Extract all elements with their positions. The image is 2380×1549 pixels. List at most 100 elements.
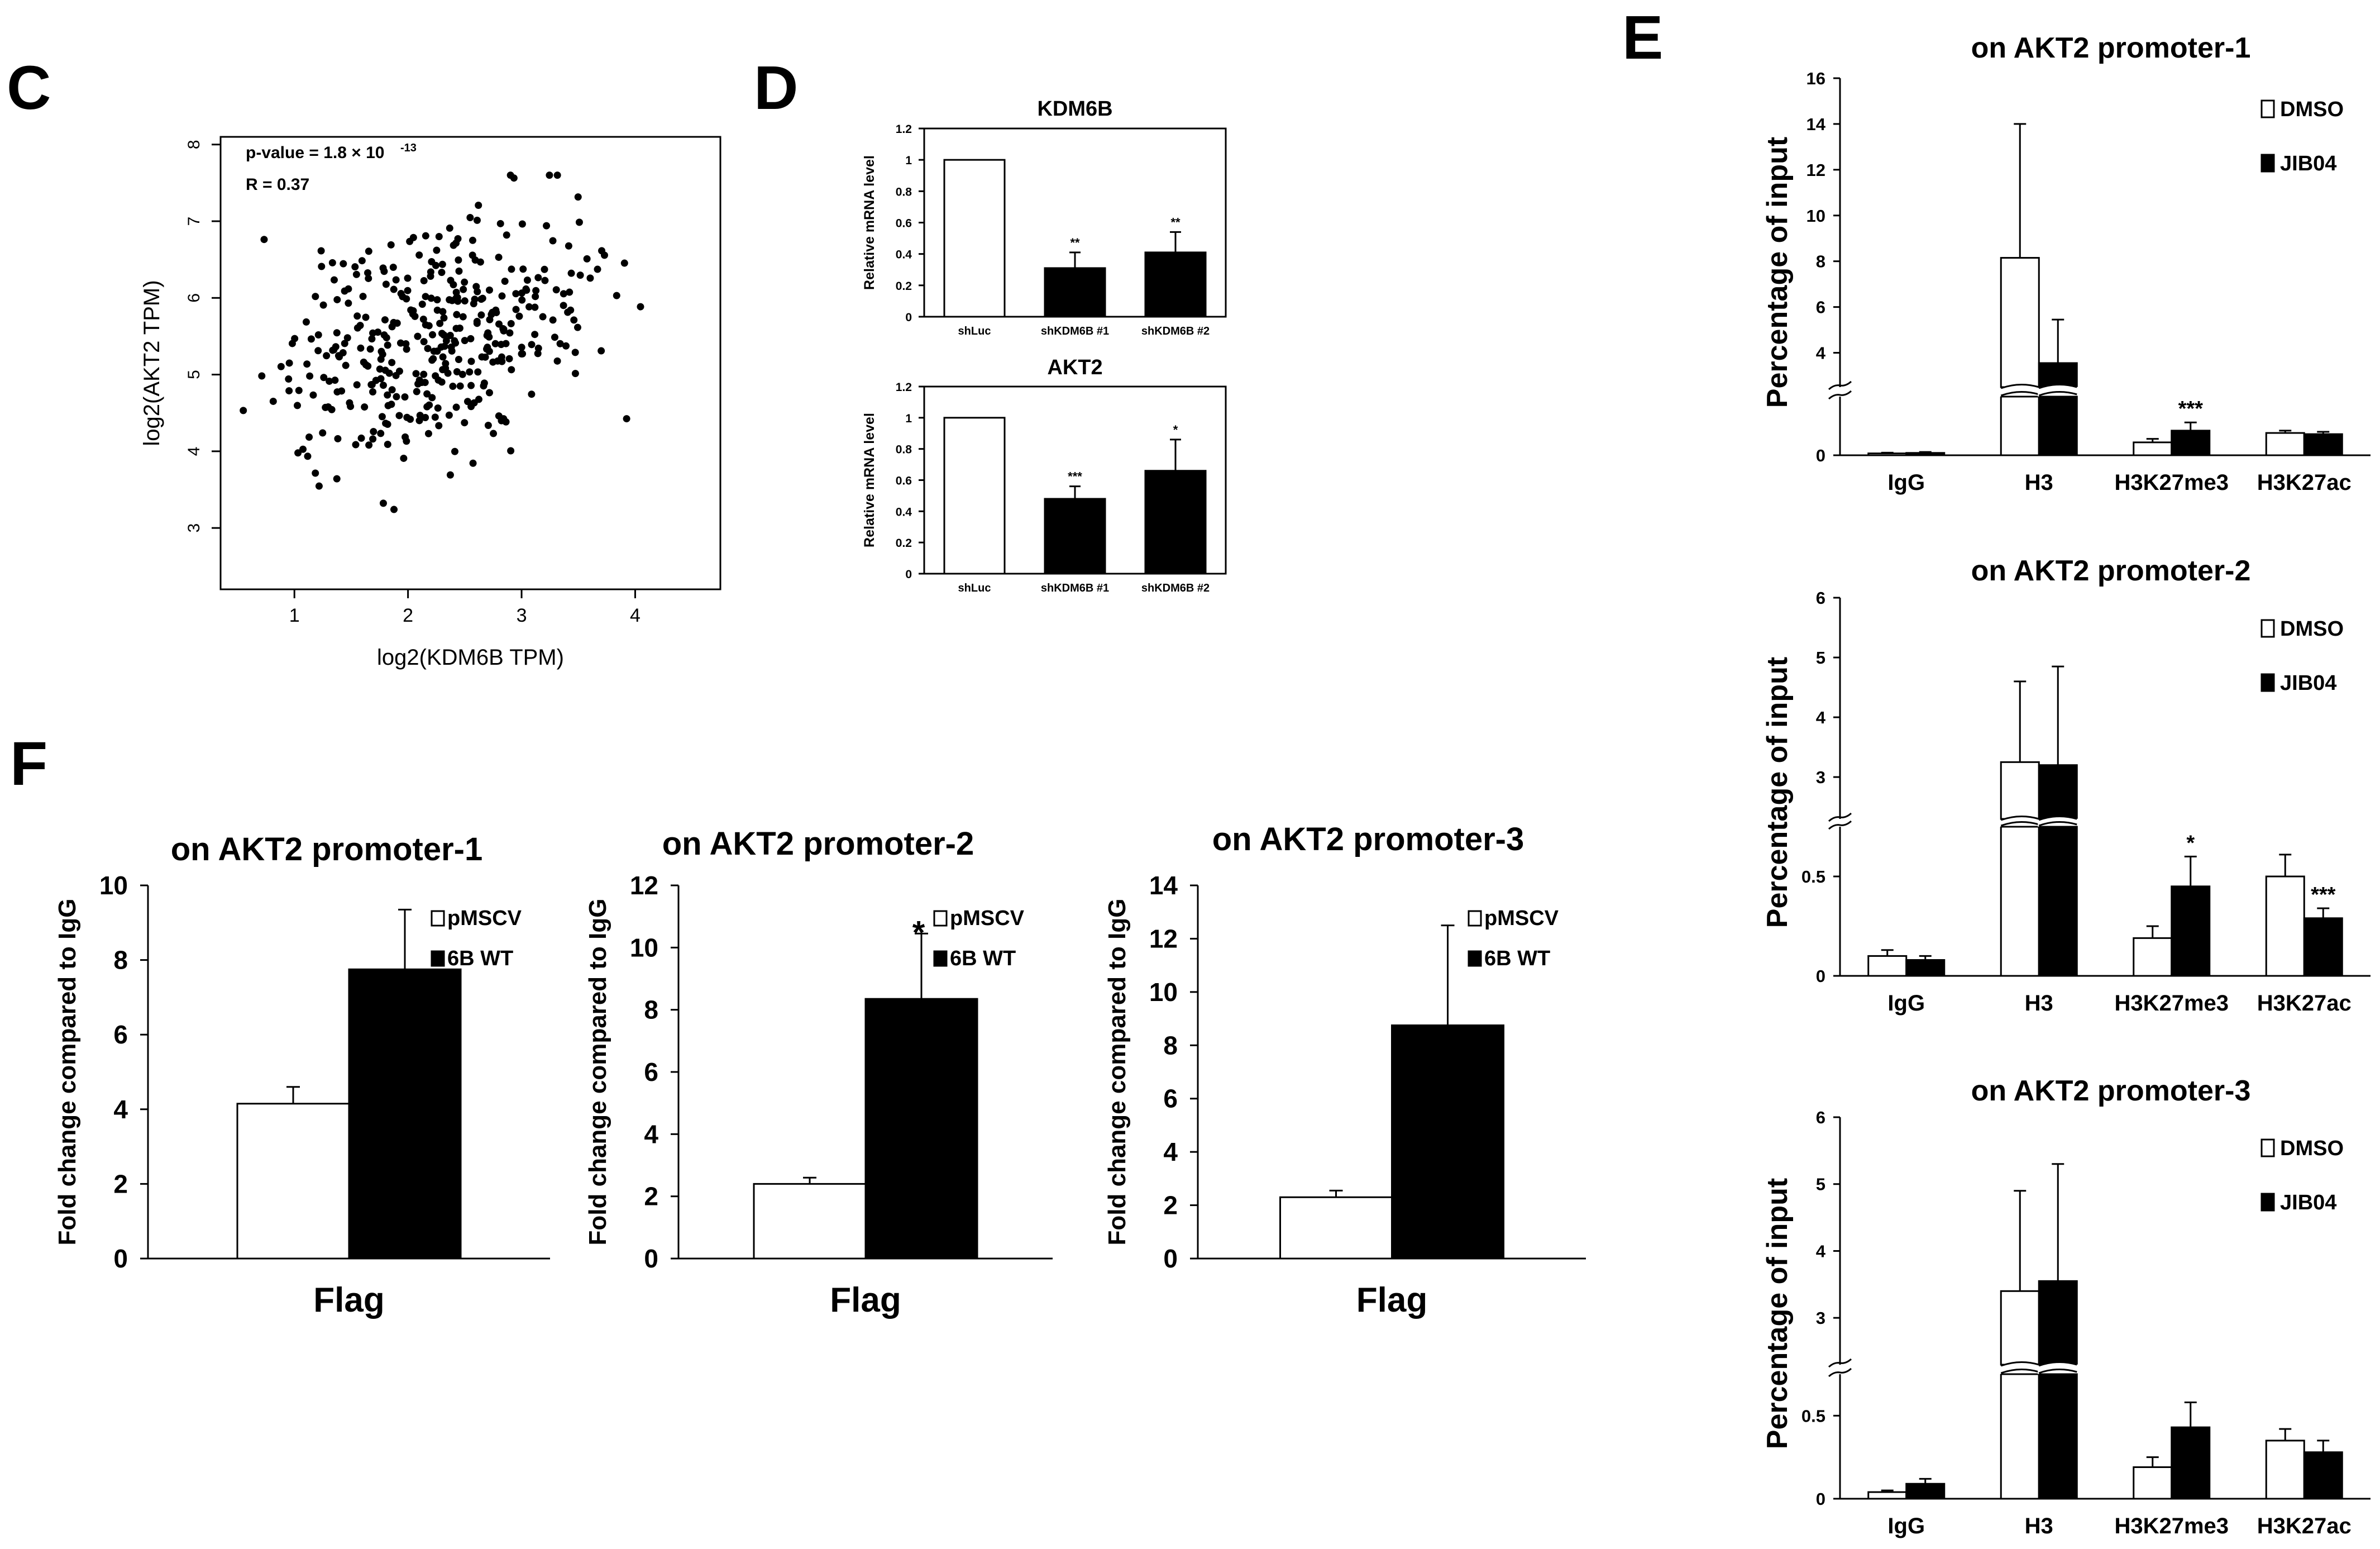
x-category-label: IgG bbox=[1887, 470, 1925, 495]
scatter-point bbox=[361, 403, 369, 411]
scatter-point bbox=[307, 335, 315, 343]
x-category-label: shKDM6B #2 bbox=[1141, 582, 1210, 594]
scatter-point bbox=[306, 372, 314, 380]
significance-mark: * bbox=[1173, 423, 1178, 437]
scatter-point bbox=[571, 349, 579, 356]
bar bbox=[1867, 1491, 1908, 1500]
y-tick-label: 12 bbox=[630, 871, 658, 900]
scatter-point bbox=[404, 274, 412, 282]
x-category-label: H3K27me3 bbox=[2114, 1514, 2229, 1538]
scatter-point bbox=[446, 296, 453, 304]
bar bbox=[1044, 267, 1106, 318]
scatter-point bbox=[329, 346, 337, 354]
scatter-point bbox=[483, 345, 491, 353]
scatter-point bbox=[400, 454, 408, 462]
scatter-point bbox=[429, 355, 437, 363]
scatter-point bbox=[458, 370, 466, 378]
legend-label: JIB04 bbox=[2280, 671, 2336, 695]
scatter-point bbox=[503, 231, 510, 239]
scatter-point bbox=[365, 441, 373, 449]
scatter-point bbox=[620, 259, 628, 267]
bar-upper-segment bbox=[2038, 1280, 2078, 1366]
scatter-point bbox=[323, 352, 331, 360]
scatter-point bbox=[576, 271, 584, 279]
bar-break-edge bbox=[2000, 1361, 2039, 1367]
y-tick-label: 6 bbox=[113, 1020, 128, 1049]
y-tick-label: 6 bbox=[1816, 1108, 1825, 1127]
y-tick-label: 2 bbox=[1163, 1191, 1178, 1220]
scatter-point bbox=[562, 342, 570, 350]
y-tick-label: 6 bbox=[185, 293, 203, 303]
y-tick-label: 1 bbox=[905, 154, 912, 167]
y-tick-label: 0.6 bbox=[896, 217, 912, 230]
y-tick-label: 8 bbox=[113, 946, 128, 975]
scatter-point bbox=[471, 295, 479, 303]
axis-break-mark bbox=[1828, 380, 1852, 390]
y-axis-label: Percentage of input bbox=[1761, 657, 1794, 928]
scatter-point bbox=[546, 171, 553, 179]
scatter-point bbox=[328, 259, 336, 266]
x-tick-label: 3 bbox=[517, 605, 527, 626]
scatter-point bbox=[495, 254, 503, 261]
p-value-exponent: -13 bbox=[400, 142, 417, 154]
scatter-point bbox=[414, 380, 422, 388]
scatter-point bbox=[469, 236, 476, 244]
scatter-point bbox=[433, 296, 441, 304]
x-category-label: shKDM6B #2 bbox=[1141, 325, 1210, 337]
scatter-point bbox=[260, 236, 268, 244]
scatter-point bbox=[388, 386, 396, 394]
y-tick-label: 10 bbox=[99, 871, 128, 900]
scatter-point bbox=[506, 171, 514, 179]
bar-break-edge bbox=[2000, 821, 2039, 827]
axis-break-mark bbox=[1828, 1358, 1852, 1368]
scatter-point bbox=[319, 429, 327, 437]
bar bbox=[1867, 452, 1908, 456]
bar bbox=[1905, 452, 1946, 456]
scatter-point bbox=[420, 338, 428, 346]
scatter-point bbox=[532, 293, 539, 301]
scatter-point bbox=[347, 403, 355, 411]
scatter-point bbox=[508, 366, 515, 374]
scatter-point bbox=[518, 344, 525, 351]
legend-label: 6B WT bbox=[950, 947, 1016, 970]
y-tick-label: 4 bbox=[1816, 344, 1826, 363]
scatter-point bbox=[486, 316, 494, 323]
legend-label: 6B WT bbox=[1484, 947, 1550, 970]
bar bbox=[2133, 937, 2173, 977]
scatter-point bbox=[440, 331, 448, 339]
legend-swatch bbox=[2260, 1138, 2275, 1157]
scatter-point bbox=[364, 269, 372, 277]
scatter-point bbox=[501, 278, 509, 285]
y-tick-label: 2 bbox=[113, 1169, 128, 1198]
scatter-point bbox=[491, 340, 499, 347]
scatter-point bbox=[423, 390, 431, 398]
bar-lower-segment bbox=[2000, 1373, 2040, 1500]
chart-title: AKT2 bbox=[1047, 356, 1102, 379]
scatter-point bbox=[384, 441, 391, 449]
scatter-point bbox=[388, 323, 396, 331]
scatter-point bbox=[379, 382, 387, 389]
scatter-point bbox=[414, 332, 422, 340]
scatter-point bbox=[574, 193, 582, 201]
y-tick-label: 14 bbox=[1806, 115, 1826, 134]
bar bbox=[753, 1183, 867, 1260]
scatter-point bbox=[392, 276, 400, 284]
scatter-point bbox=[353, 381, 361, 389]
scatter-point bbox=[466, 213, 474, 221]
scatter-point bbox=[485, 389, 493, 397]
scatter-point bbox=[319, 301, 327, 309]
scatter-point bbox=[474, 288, 481, 295]
panel-label-c: C bbox=[7, 54, 51, 122]
bar bbox=[2303, 917, 2343, 977]
scatter-point bbox=[439, 353, 447, 361]
x-tick-label: 4 bbox=[630, 605, 641, 626]
scatter-point bbox=[312, 469, 319, 477]
scatter-point bbox=[406, 237, 414, 245]
scatter-point bbox=[413, 388, 420, 395]
bar bbox=[943, 417, 1006, 575]
bar-break-edge bbox=[2038, 1361, 2077, 1367]
bar bbox=[943, 159, 1006, 318]
scatter-point bbox=[446, 224, 453, 232]
scatter-point bbox=[452, 239, 460, 247]
